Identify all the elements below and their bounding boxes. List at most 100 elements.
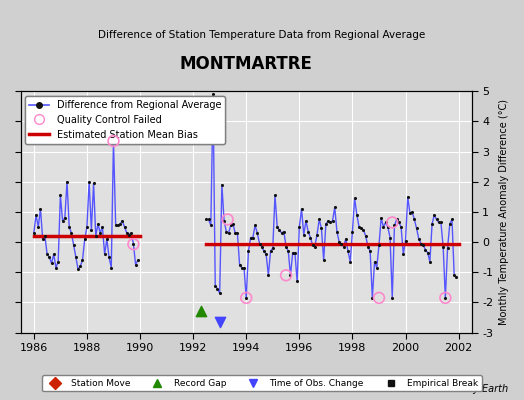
- Point: [309, 242, 317, 248]
- Point: [204, 216, 213, 223]
- Point: [70, 242, 78, 248]
- Point: [211, 283, 220, 289]
- Point: [50, 251, 58, 257]
- Point: [445, 221, 454, 227]
- Point: [269, 245, 277, 251]
- Point: [295, 224, 303, 230]
- Title: MONTMARTRE: MONTMARTRE: [180, 55, 313, 73]
- Point: [83, 224, 91, 230]
- Point: [436, 219, 445, 226]
- Point: [384, 224, 392, 230]
- Point: [58, 218, 67, 224]
- Point: [432, 216, 441, 223]
- Point: [81, 236, 89, 242]
- Point: [390, 222, 399, 229]
- Point: [333, 228, 341, 235]
- Point: [397, 224, 405, 230]
- Point: [63, 178, 71, 185]
- Point: [253, 230, 261, 236]
- Point: [105, 254, 113, 260]
- Point: [293, 278, 301, 284]
- Point: [56, 192, 64, 198]
- Point: [441, 295, 450, 301]
- Point: [43, 251, 51, 257]
- Point: [222, 228, 231, 235]
- Point: [417, 240, 425, 247]
- Point: [202, 216, 211, 223]
- Point: [315, 216, 323, 223]
- Point: [355, 224, 363, 230]
- Point: [408, 209, 417, 215]
- Point: [331, 204, 339, 210]
- Point: [223, 216, 232, 223]
- Point: [231, 230, 239, 236]
- Point: [229, 221, 237, 227]
- Point: [414, 236, 423, 242]
- Point: [213, 286, 222, 292]
- Point: [101, 251, 109, 257]
- Point: [286, 272, 294, 278]
- Point: [403, 194, 412, 200]
- Point: [406, 210, 414, 217]
- Point: [251, 222, 259, 229]
- Point: [264, 272, 272, 278]
- Point: [266, 248, 275, 254]
- Point: [425, 258, 434, 265]
- Point: [373, 264, 381, 271]
- Point: [121, 224, 129, 230]
- Point: [392, 216, 401, 223]
- Point: [215, 290, 224, 296]
- Point: [401, 237, 410, 244]
- Point: [61, 215, 69, 221]
- Point: [322, 221, 330, 227]
- Point: [302, 218, 310, 224]
- Point: [273, 224, 281, 230]
- Point: [32, 212, 40, 218]
- Point: [346, 258, 354, 265]
- Point: [434, 219, 443, 226]
- Point: [448, 216, 456, 223]
- Point: [443, 245, 452, 251]
- Legend: Difference from Regional Average, Quality Control Failed, Estimated Station Mean: Difference from Regional Average, Qualit…: [26, 96, 225, 144]
- Point: [67, 230, 75, 236]
- Point: [92, 233, 100, 239]
- Point: [289, 250, 297, 256]
- Point: [217, 182, 226, 188]
- Point: [242, 295, 250, 301]
- Point: [277, 230, 286, 236]
- Point: [129, 240, 138, 247]
- Point: [112, 222, 120, 229]
- Point: [237, 264, 246, 271]
- Point: [375, 295, 383, 301]
- Point: [412, 225, 421, 232]
- Point: [30, 230, 38, 236]
- Point: [340, 243, 348, 250]
- Point: [87, 227, 95, 233]
- Point: [129, 241, 138, 247]
- Point: [240, 264, 248, 271]
- Point: [428, 221, 436, 227]
- Point: [257, 243, 266, 250]
- Point: [441, 295, 450, 301]
- Point: [452, 274, 461, 280]
- Point: [209, 91, 217, 98]
- Point: [132, 262, 140, 268]
- Point: [45, 254, 53, 260]
- Point: [306, 234, 314, 241]
- Point: [197, 308, 205, 315]
- Point: [125, 231, 133, 238]
- Point: [94, 221, 102, 227]
- Point: [335, 239, 343, 245]
- Point: [388, 219, 397, 226]
- Point: [235, 262, 244, 268]
- Point: [353, 212, 361, 218]
- Point: [337, 240, 345, 247]
- Point: [320, 257, 328, 263]
- Point: [96, 230, 104, 236]
- Point: [255, 240, 264, 247]
- Point: [206, 222, 215, 229]
- Point: [324, 218, 332, 224]
- Point: [36, 206, 45, 212]
- Point: [304, 228, 312, 235]
- Point: [244, 248, 253, 254]
